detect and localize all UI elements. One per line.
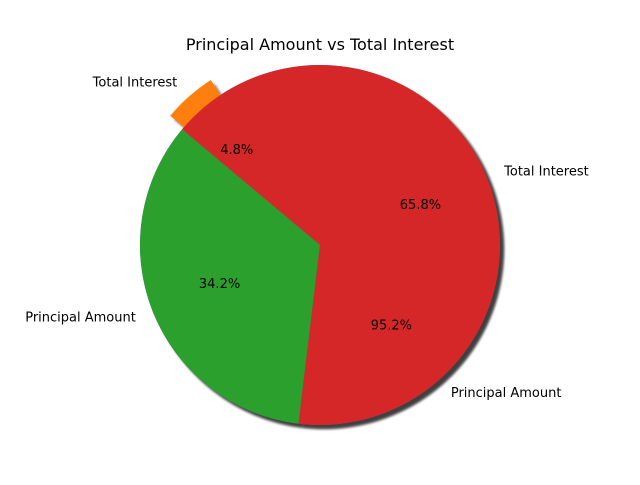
percent-label-total-interest: 4.8%	[220, 143, 253, 158]
pie-slice-principal-amount-2	[139, 129, 320, 424]
labels-layer: Principal Amount 95.2% Total Interest 4.8% P…	[25, 75, 589, 401]
slice-label-principal-amount: Principal Amount	[25, 310, 136, 325]
percent-label-principal-amount: 34.2%	[199, 277, 240, 292]
slice-label-principal-amount: Principal Amount	[451, 386, 562, 401]
slice-label-total-interest: Total Interest	[503, 165, 589, 180]
chart-title: Principal Amount vs Total Interest	[186, 35, 454, 54]
slices-layer	[139, 64, 500, 425]
slice-label-total-interest: Total Interest	[92, 75, 178, 90]
pie-slice-total-interest-2	[182, 65, 500, 425]
percent-label-total-interest: 65.8%	[400, 198, 441, 213]
percent-label-principal-amount: 95.2%	[371, 319, 412, 334]
